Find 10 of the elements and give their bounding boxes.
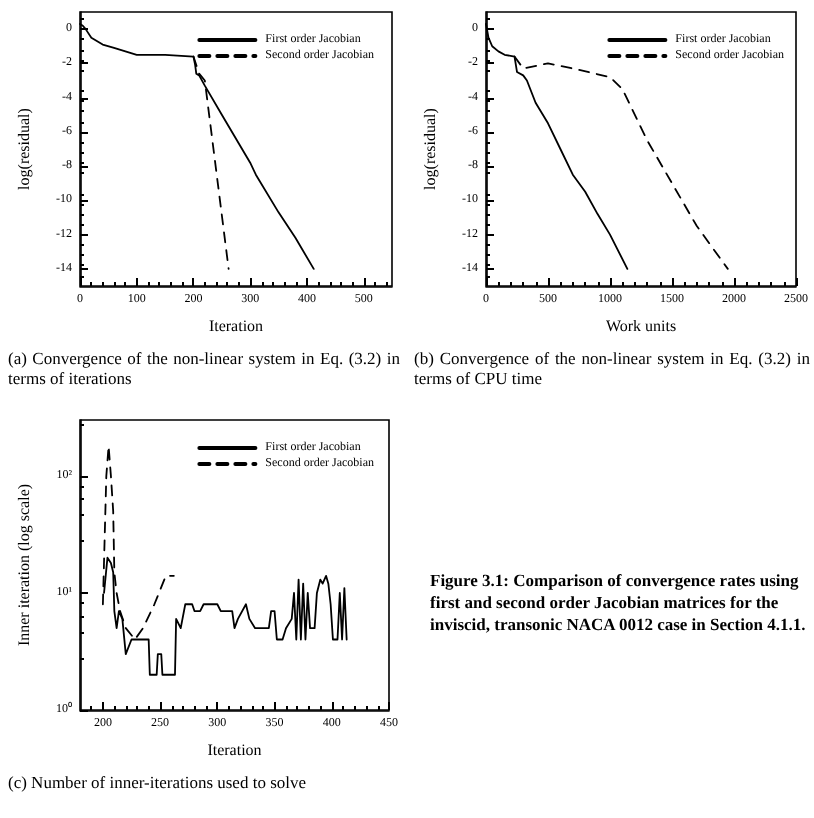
x-axis-title: Iteration	[207, 741, 262, 759]
y-axis-title: Inner iteration (log scale)	[15, 483, 33, 647]
caption: Figure 3.1: Comparison of convergence rates using first and second order Jacobian matrices for the inviscid, transonic NACA 0012 case in Section 4.1.1.	[430, 570, 806, 636]
y-axis-title: log(residual)	[421, 107, 439, 190]
text: (a) Convergence of the non-linear system in Eq. (3.2) in terms of iterations	[8, 348, 400, 388]
y-axis-title: log(residual)	[15, 107, 33, 190]
text: (b) Convergence of the non-linear system in Eq. (3.2) in terms of CPU time	[414, 348, 810, 388]
x-axis-title: Work units	[605, 317, 677, 335]
x-axis-title: Iteration	[208, 317, 264, 335]
text: (c) Number of inner-iterations used to solve	[8, 772, 309, 792]
